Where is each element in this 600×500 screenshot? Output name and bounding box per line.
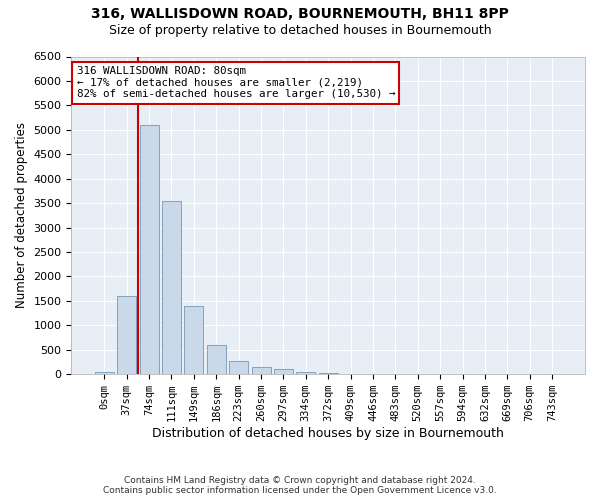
Bar: [319, 373, 338, 374]
Y-axis label: Number of detached properties: Number of detached properties: [15, 122, 28, 308]
Bar: [274, 370, 293, 374]
Text: 316, WALLISDOWN ROAD, BOURNEMOUTH, BH11 8PP: 316, WALLISDOWN ROAD, BOURNEMOUTH, BH11 …: [91, 8, 509, 22]
Bar: [95, 372, 114, 374]
X-axis label: Distribution of detached houses by size in Bournemouth: Distribution of detached houses by size …: [152, 427, 504, 440]
Bar: [207, 345, 226, 374]
Bar: [117, 296, 136, 374]
Text: 316 WALLISDOWN ROAD: 80sqm
← 17% of detached houses are smaller (2,219)
82% of s: 316 WALLISDOWN ROAD: 80sqm ← 17% of deta…: [77, 66, 395, 99]
Bar: [251, 368, 271, 374]
Bar: [140, 125, 158, 374]
Text: Contains HM Land Registry data © Crown copyright and database right 2024.
Contai: Contains HM Land Registry data © Crown c…: [103, 476, 497, 495]
Bar: [184, 306, 203, 374]
Text: Size of property relative to detached houses in Bournemouth: Size of property relative to detached ho…: [109, 24, 491, 37]
Bar: [296, 372, 316, 374]
Bar: [229, 361, 248, 374]
Bar: [162, 200, 181, 374]
